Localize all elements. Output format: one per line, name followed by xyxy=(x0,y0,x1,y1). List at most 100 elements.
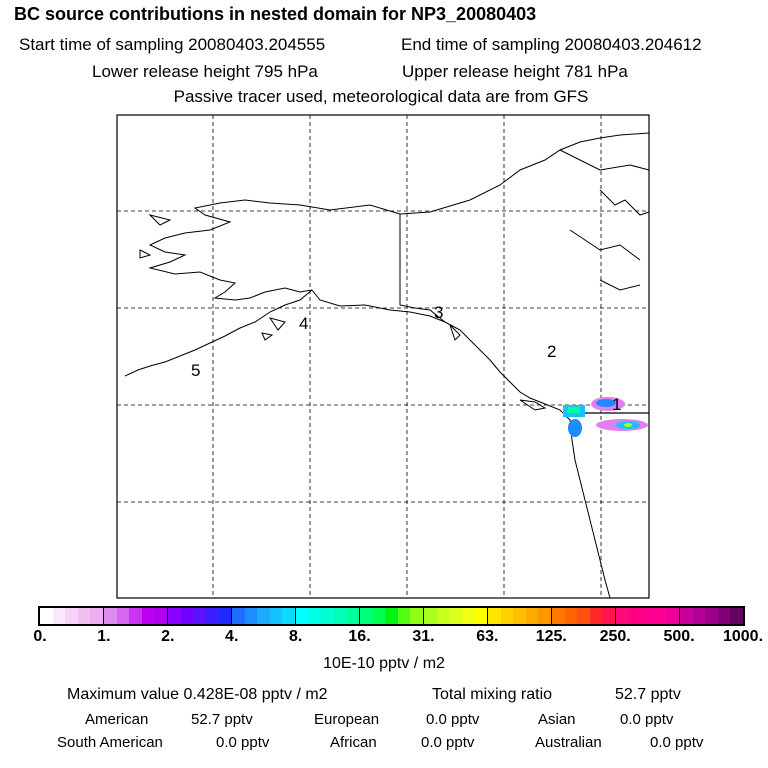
colorbar-swatch xyxy=(730,608,743,624)
region-value: 0.0 pptv xyxy=(426,711,480,728)
source-label-3: 3 xyxy=(434,303,443,322)
colorbar-swatch xyxy=(717,608,731,624)
colorbar-swatch xyxy=(488,608,501,624)
max-value: Maximum value 0.428E-08 pptv / m2 xyxy=(67,686,328,703)
region-name: European xyxy=(314,711,380,728)
graticule xyxy=(117,115,649,598)
colorbar-swatch xyxy=(180,608,194,624)
colorbar-segment xyxy=(552,608,616,624)
colorbar-swatch xyxy=(616,608,629,624)
colorbar-swatch xyxy=(269,608,283,624)
region-name: American xyxy=(85,711,149,728)
colorbar-swatch xyxy=(141,608,155,624)
colorbar-swatch xyxy=(666,608,679,624)
colorbar-tick-label: 4. xyxy=(225,628,239,645)
region-value: 0.0 pptv xyxy=(620,711,674,728)
colorbar-segment xyxy=(168,608,232,624)
colorbar-swatch xyxy=(564,608,578,624)
colorbar-swatch xyxy=(641,608,654,624)
source-label-2: 2 xyxy=(547,342,556,361)
colorbar-swatch xyxy=(129,608,142,624)
colorbar-unit: 10E-10 pptv / m2 xyxy=(323,655,445,672)
colorbar-swatch xyxy=(474,608,487,624)
colorbar-swatch xyxy=(372,608,386,624)
colorbar-swatch xyxy=(589,608,603,624)
colorbar-swatch xyxy=(282,608,295,624)
colorbar-swatch xyxy=(653,608,667,624)
colorbar-swatch xyxy=(680,608,693,624)
colorbar-swatch xyxy=(436,608,450,624)
colorbar-tick-label: 8. xyxy=(288,628,303,645)
colorbar-tick-label: 1000. xyxy=(722,628,764,645)
colorbar-swatch xyxy=(360,608,373,624)
colorbar-swatch xyxy=(193,608,206,624)
plot-title: BC source contributions in nested domain… xyxy=(14,4,537,24)
colorbar-swatch xyxy=(244,608,258,624)
colorbar-segment xyxy=(360,608,424,624)
region-value: 0.0 pptv xyxy=(216,734,270,751)
colorbar-swatch xyxy=(602,608,615,624)
colorbar-swatch xyxy=(628,608,642,624)
region-value: 0.0 pptv xyxy=(421,734,475,751)
colorbar-swatch xyxy=(232,608,245,624)
start-time: Start time of sampling 20080403.204555 xyxy=(19,35,326,54)
colorbar-swatch xyxy=(218,608,231,624)
colorbar-segment xyxy=(40,608,104,624)
map-frame xyxy=(116,114,650,599)
lower-release-height: Lower release height 795 hPa xyxy=(92,62,318,81)
colorbar-swatch xyxy=(104,608,117,624)
total-mixing-value: 52.7 pptv xyxy=(615,686,681,703)
colorbar-swatch xyxy=(397,608,411,624)
colorbar-segment xyxy=(488,608,552,624)
colorbar-tick-label: 0. xyxy=(33,628,47,645)
colorbar-segment xyxy=(616,608,680,624)
end-time: End time of sampling 20080403.204612 xyxy=(401,35,702,54)
source-label-1: 1 xyxy=(612,395,621,414)
colorbar-swatch xyxy=(525,608,539,624)
colorbar-swatch xyxy=(40,608,53,624)
colorbar-tick-label: 125. xyxy=(535,628,567,645)
source-label-4: 4 xyxy=(299,314,308,333)
colorbar-swatch xyxy=(705,608,718,624)
colorbar-swatch xyxy=(461,608,475,624)
colorbar-segment xyxy=(424,608,488,624)
colorbar-swatch xyxy=(257,608,270,624)
colorbar-swatch xyxy=(513,608,526,624)
region-name: South American xyxy=(57,734,163,751)
colorbar-segment xyxy=(296,608,360,624)
source-label-5: 5 xyxy=(191,361,200,380)
colorbar-swatch xyxy=(500,608,514,624)
tracer-note: Passive tracer used, meteorological data… xyxy=(173,87,589,106)
colorbar-swatch xyxy=(333,608,347,624)
colorbar xyxy=(38,606,745,626)
colorbar-segment xyxy=(680,608,743,624)
colorbar-tick-label: 31. xyxy=(412,628,435,645)
colorbar-segment xyxy=(104,608,168,624)
tracer-plume xyxy=(563,397,648,437)
colorbar-swatch xyxy=(296,608,309,624)
colorbar-swatch xyxy=(65,608,78,624)
colorbar-tick-label: 250. xyxy=(599,628,631,645)
source-labels: 1 2 3 4 5 xyxy=(191,303,621,414)
colorbar-swatch xyxy=(321,608,334,624)
colorbar-swatch xyxy=(77,608,91,624)
upper-release-height: Upper release height 781 hPa xyxy=(402,62,628,81)
colorbar-tick-label: 16. xyxy=(348,628,371,645)
region-value: 0.0 pptv xyxy=(650,734,704,751)
region-value: 52.7 pptv xyxy=(191,711,253,728)
colorbar-tick-label: 63. xyxy=(476,628,499,645)
coastlines xyxy=(124,132,650,599)
colorbar-segment xyxy=(232,608,296,624)
colorbar-swatch xyxy=(552,608,565,624)
colorbar-swatch xyxy=(205,608,219,624)
colorbar-swatch xyxy=(577,608,590,624)
colorbar-swatch xyxy=(410,608,423,624)
colorbar-swatch xyxy=(308,608,322,624)
region-name: Australian xyxy=(535,734,602,751)
colorbar-swatch xyxy=(692,608,706,624)
colorbar-swatch xyxy=(116,608,130,624)
colorbar-swatch xyxy=(168,608,181,624)
colorbar-swatch xyxy=(424,608,437,624)
